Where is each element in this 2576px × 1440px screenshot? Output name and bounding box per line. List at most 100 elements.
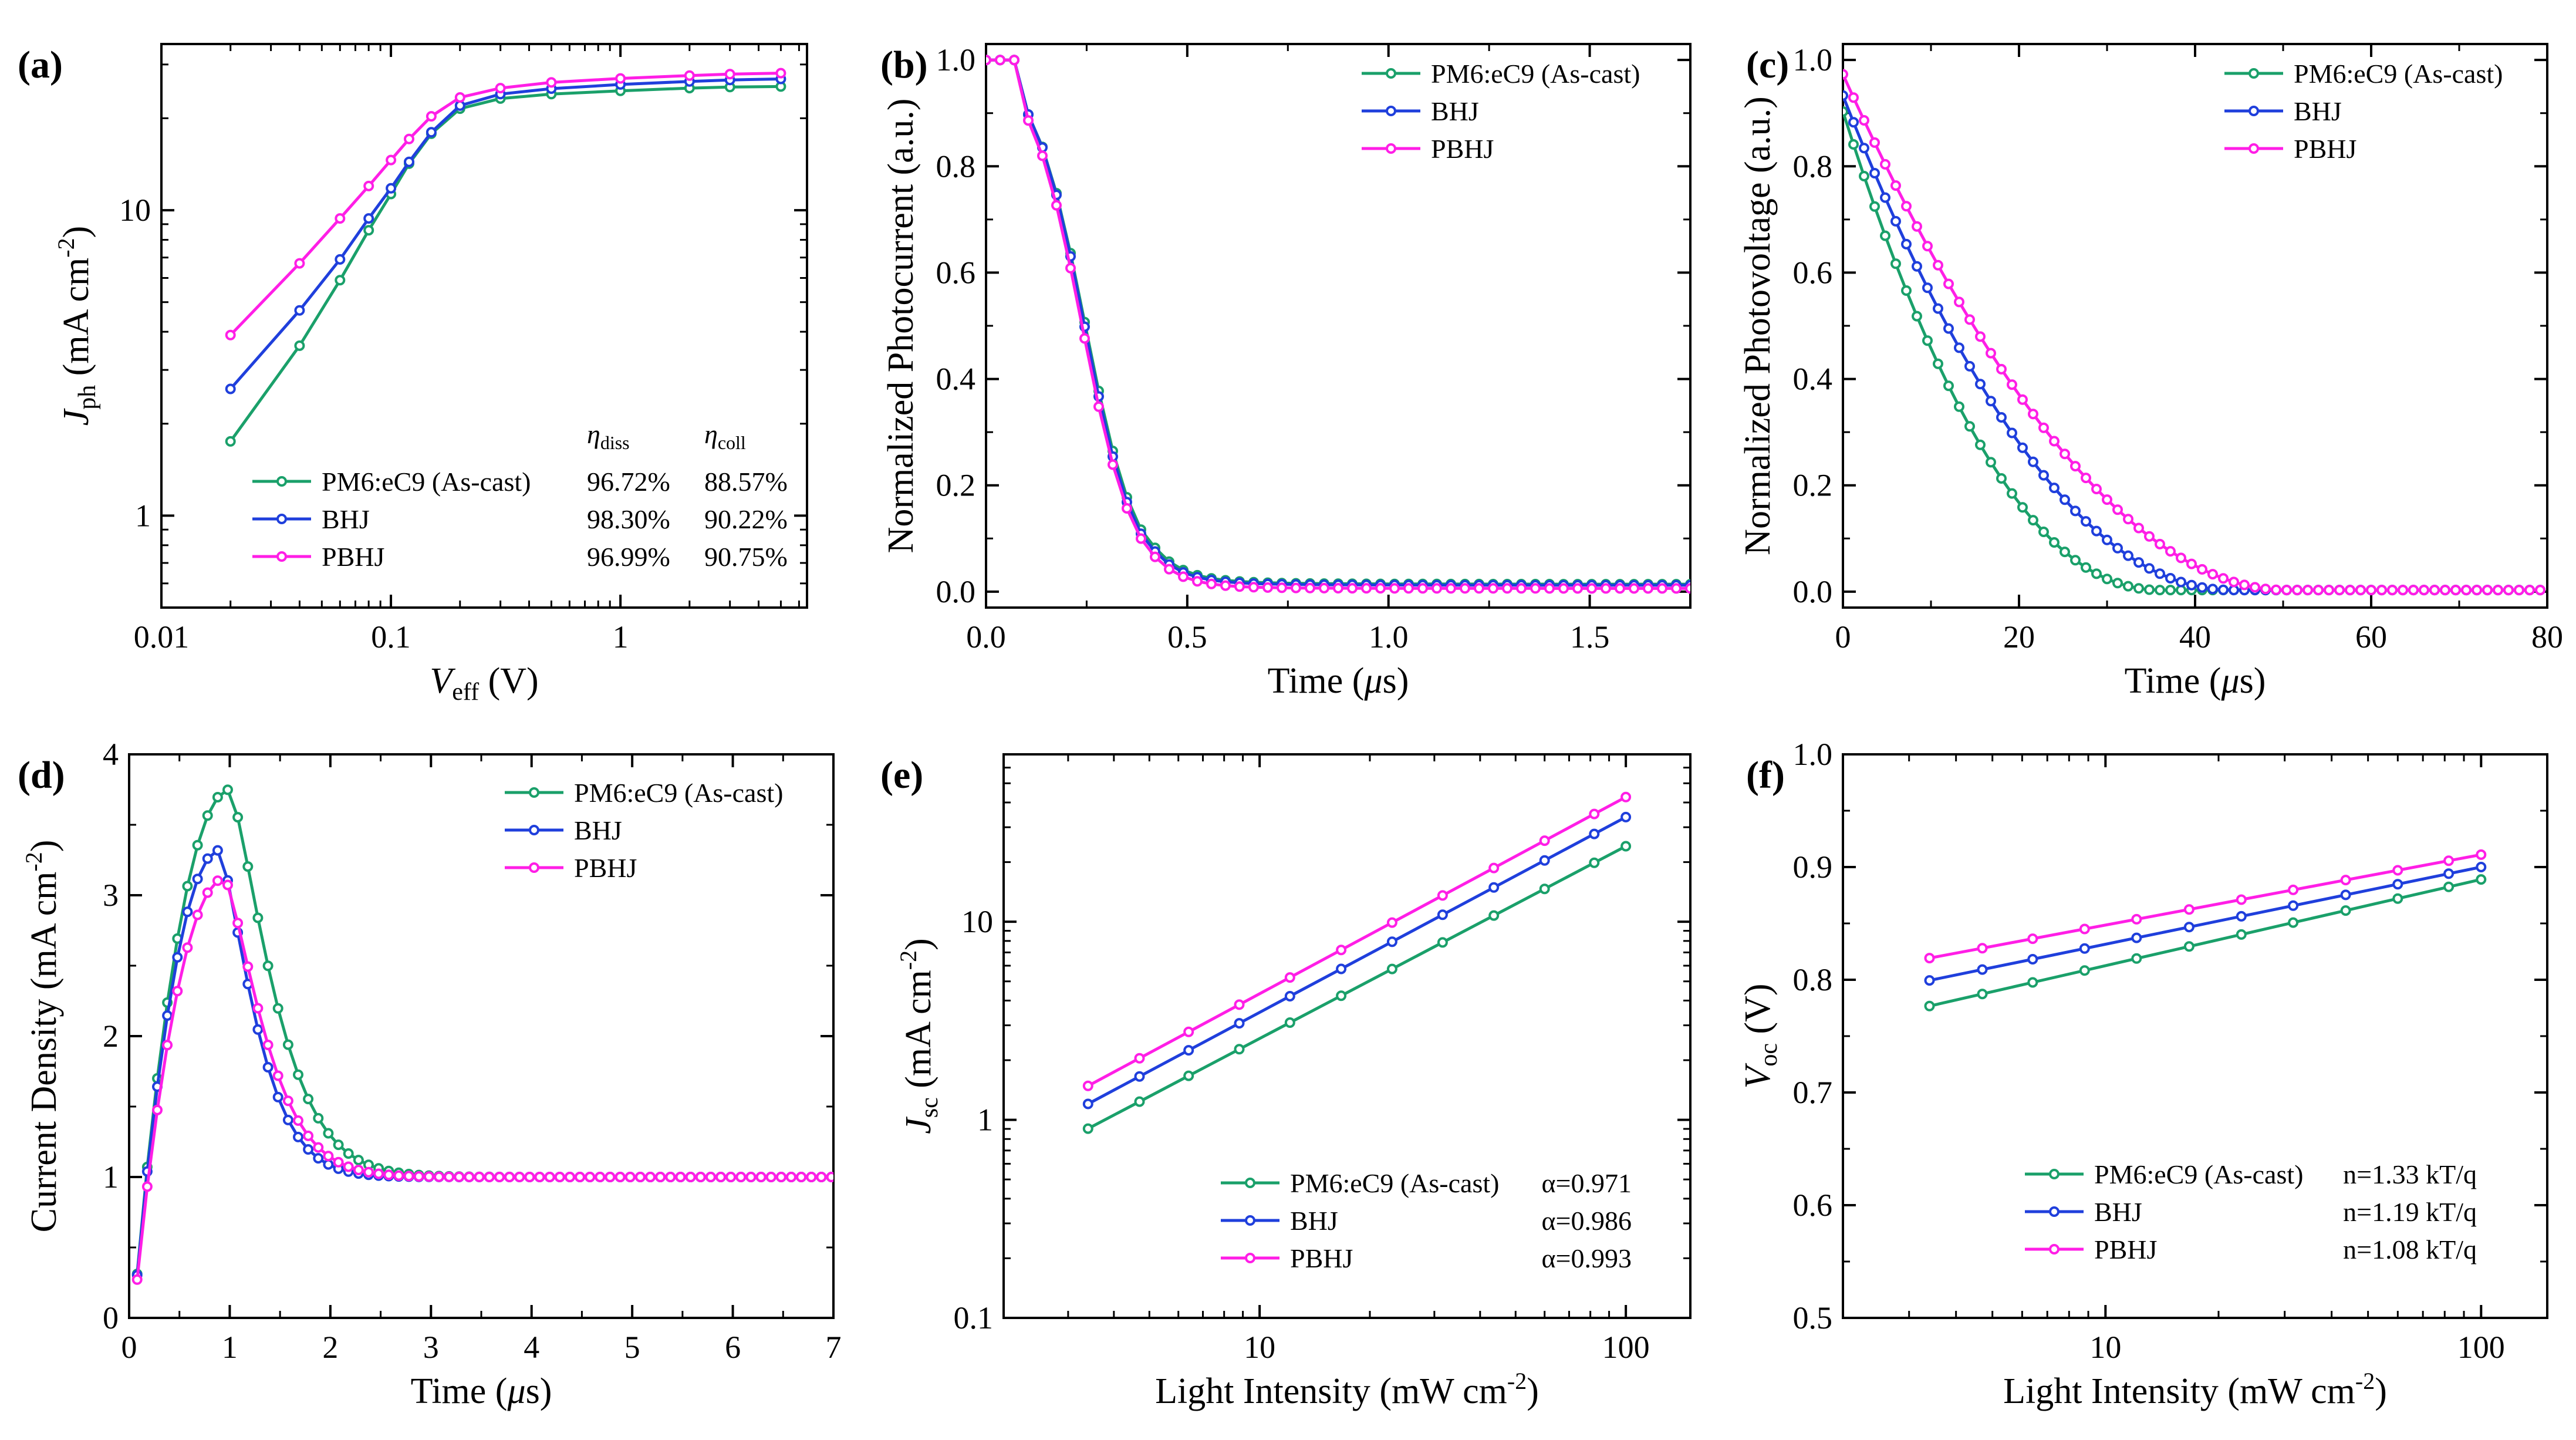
x-tick-label: 80 — [2531, 619, 2563, 655]
data-point — [1843, 90, 1848, 101]
data-point — [1975, 331, 1986, 342]
data-point — [242, 861, 254, 872]
data-point — [2144, 531, 2155, 542]
data-point — [2133, 522, 2144, 534]
data-point — [1943, 323, 1954, 334]
data-point — [2144, 563, 2155, 574]
data-point — [162, 1010, 173, 1021]
legend-marker — [529, 862, 539, 873]
y-tick-label: 0.4 — [936, 362, 976, 397]
data-point — [2155, 585, 2165, 596]
x-axis-label: Time (μs) — [2125, 661, 2266, 701]
data-point — [353, 1165, 364, 1175]
data-point — [2524, 585, 2535, 596]
data-point — [2060, 448, 2070, 460]
data-point — [2123, 550, 2133, 561]
data-point — [986, 55, 991, 66]
legend-marker — [1386, 68, 1396, 79]
data-point — [2419, 585, 2429, 596]
data-point — [1403, 583, 1414, 594]
data-point — [1912, 311, 1922, 322]
data-point — [1488, 882, 1500, 893]
data-point — [404, 156, 414, 167]
data-point — [1488, 862, 1500, 874]
data-point — [2123, 581, 2133, 592]
panel-b: (b) 0.0 0.5 1.0 1.5 0.0 0.2 0.4 0.6 0.8 1.0 Time (μ… — [880, 42, 1692, 701]
data-point — [2155, 568, 2165, 579]
legend-label: BHJ — [2294, 96, 2342, 126]
series-line-0 — [229, 85, 781, 443]
data-point — [262, 960, 274, 972]
data-point — [2392, 879, 2403, 890]
data-point — [544, 1172, 555, 1182]
data-point — [1336, 945, 1347, 956]
legend-marker — [276, 514, 287, 524]
data-point — [1943, 380, 1954, 392]
data-point — [192, 839, 203, 851]
x-tick-label: 6 — [725, 1330, 741, 1365]
data-point — [1065, 262, 1076, 274]
data-point — [806, 1172, 817, 1182]
series-line-2 — [1087, 795, 1627, 1088]
legend-marker — [529, 787, 539, 798]
data-point — [2102, 574, 2112, 585]
data-point — [665, 1172, 676, 1182]
data-point — [2183, 941, 2195, 952]
legend-label: PM6:eC9 (As-cast) — [322, 467, 531, 497]
series-line-0 — [1929, 878, 2482, 1008]
data-point — [272, 1091, 283, 1102]
data-point — [2345, 585, 2355, 596]
legend-eta-diss: 96.99% — [587, 542, 670, 572]
legend-annotation: n=1.33 kT/q — [2343, 1159, 2477, 1189]
data-point — [1417, 583, 1428, 594]
data-point — [735, 1172, 747, 1182]
data-point — [1901, 285, 1912, 296]
data-point — [1488, 910, 1500, 921]
data-point — [1954, 342, 1964, 353]
data-point — [2387, 585, 2398, 596]
data-point — [1539, 883, 1550, 895]
data-point — [1248, 582, 1259, 593]
data-point — [615, 73, 626, 84]
data-point — [2131, 913, 2142, 925]
x-tick-label: 100 — [2457, 1330, 2505, 1365]
panel-c: (c) 0 20 40 60 80 0.0 0.2 0.4 0.6 0.8 1.0 Time (μs) N… — [1738, 42, 2563, 701]
data-point — [2038, 527, 2049, 537]
data-point — [323, 1159, 334, 1170]
data-point — [1671, 583, 1682, 594]
data-point — [2112, 578, 2123, 589]
data-point — [2392, 893, 2403, 904]
data-point — [495, 83, 506, 94]
data-point — [2017, 442, 2028, 453]
data-point — [2131, 932, 2142, 943]
data-point — [172, 952, 183, 963]
data-point — [2440, 585, 2450, 596]
data-point — [386, 183, 397, 194]
plot-area — [225, 68, 786, 447]
x-tick-label: 1.5 — [1570, 619, 1610, 655]
data-point — [2186, 579, 2197, 591]
data-point — [745, 1172, 757, 1182]
data-point — [2472, 585, 2482, 596]
data-point — [765, 1172, 776, 1182]
legend-marker — [2248, 143, 2259, 154]
data-point — [2112, 542, 2123, 554]
data-point — [2476, 862, 2487, 872]
data-point — [2461, 585, 2472, 596]
data-point — [1977, 964, 1988, 975]
data-point — [343, 1161, 354, 1172]
data-point — [2207, 584, 2218, 595]
y-tick-label: 0.5 — [1793, 1300, 1833, 1336]
data-point — [393, 1170, 404, 1181]
data-point — [2366, 585, 2376, 596]
data-point — [826, 1172, 833, 1182]
data-point — [2007, 488, 2017, 499]
data-point — [2183, 904, 2195, 915]
x-tick-label: 0 — [121, 1330, 137, 1365]
data-point — [554, 1172, 565, 1182]
legend-eta-coll: 90.22% — [704, 504, 788, 534]
data-point — [1164, 564, 1174, 575]
legend-label: PBHJ — [574, 853, 637, 883]
data-point — [192, 909, 203, 920]
